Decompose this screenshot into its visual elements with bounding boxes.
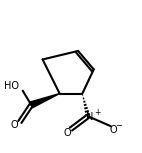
Text: −: − (115, 121, 122, 130)
Polygon shape (30, 93, 60, 108)
Text: N: N (86, 112, 94, 122)
Text: +: + (94, 108, 100, 117)
Text: HO: HO (4, 81, 19, 91)
Text: O: O (10, 121, 18, 131)
Text: O: O (109, 125, 117, 135)
Text: O: O (64, 128, 71, 138)
